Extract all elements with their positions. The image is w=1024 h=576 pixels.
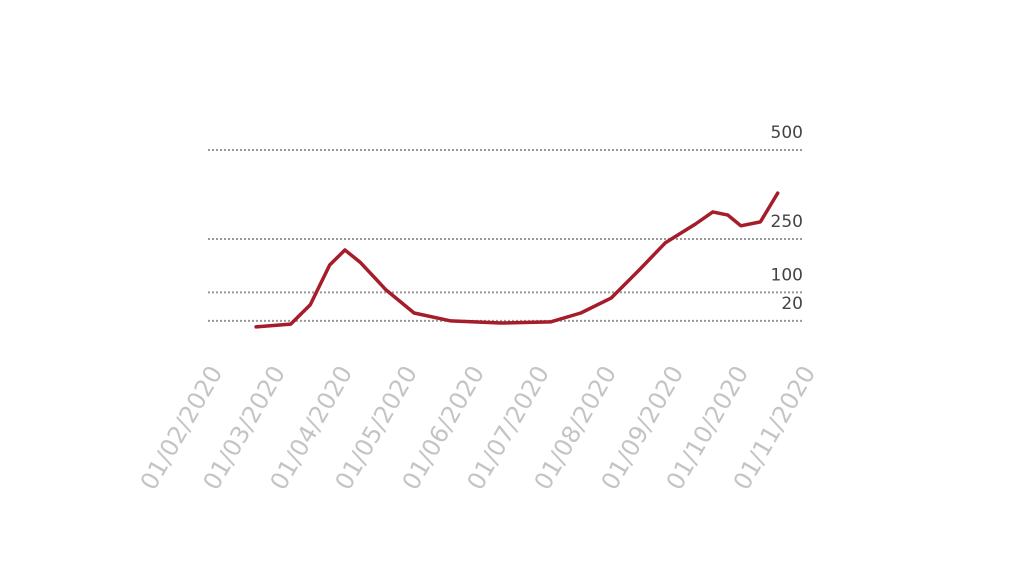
- y-tick-label: 100: [771, 265, 803, 285]
- y-tick-label: 250: [771, 212, 803, 232]
- y-tick-label: 500: [771, 123, 803, 143]
- data-line: [254, 191, 780, 329]
- y-tick-label: 20: [781, 294, 803, 314]
